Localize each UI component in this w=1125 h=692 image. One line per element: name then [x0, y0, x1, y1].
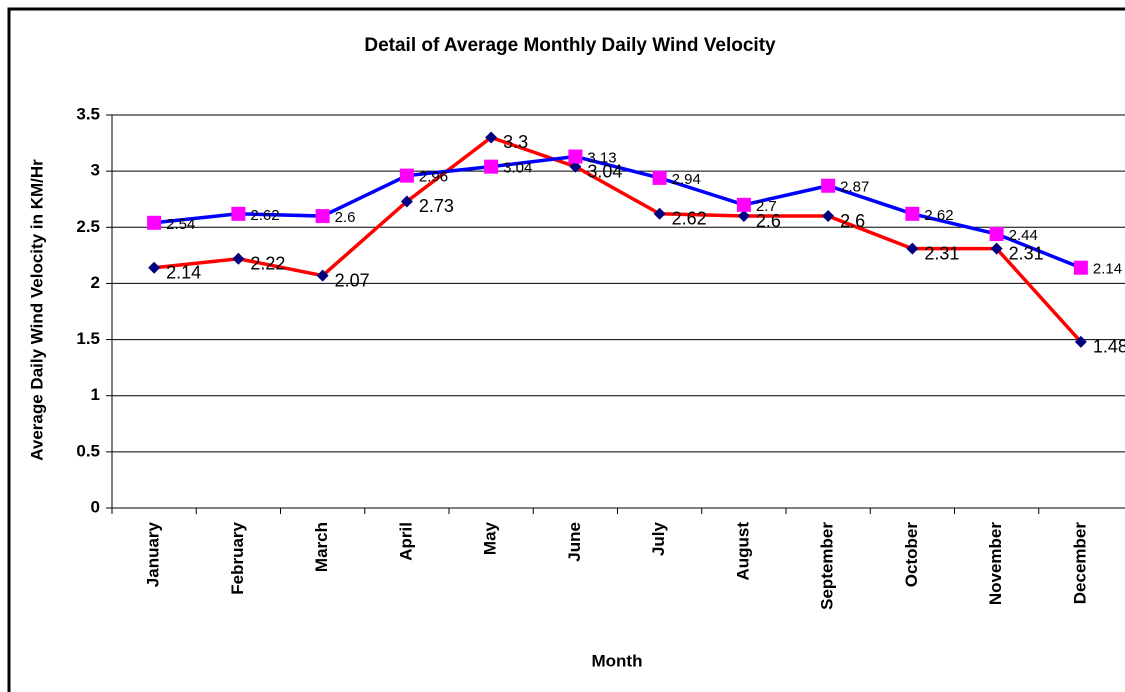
marker: [316, 269, 329, 282]
data-label: 1.48: [1093, 337, 1125, 357]
marker: [906, 242, 919, 255]
marker: [484, 159, 499, 174]
data-label: 2.44: [1009, 227, 1038, 244]
x-axis-label: Month: [592, 651, 643, 670]
marker: [147, 215, 162, 230]
data-label: 2.54: [166, 216, 195, 233]
x-tick-label: October: [902, 522, 921, 588]
marker: [315, 209, 330, 224]
data-label: 2.6: [335, 209, 356, 226]
data-label: 2.87: [840, 179, 869, 196]
x-tick-label: May: [481, 521, 500, 555]
y-tick-label: 3: [91, 161, 100, 180]
marker: [736, 197, 751, 212]
data-label: 2.6: [840, 211, 865, 231]
marker: [737, 210, 750, 223]
data-label: 2.6: [756, 211, 781, 231]
marker: [990, 242, 1003, 255]
data-label: 2.14: [166, 262, 201, 282]
x-tick-label: February: [228, 521, 247, 594]
data-label: 3.3: [503, 132, 528, 152]
marker: [822, 210, 835, 223]
marker: [148, 261, 161, 274]
chart-border: [7, 7, 1125, 692]
marker: [232, 252, 245, 265]
x-tick-label: March: [312, 522, 331, 572]
data-label: 2.14: [1093, 261, 1122, 278]
x-tick-label: November: [986, 522, 1005, 606]
marker: [569, 160, 582, 173]
data-label: 2.62: [250, 207, 279, 224]
data-label: 2.31: [924, 243, 959, 263]
data-label: 2.22: [250, 253, 285, 273]
data-label: 2.31: [1009, 243, 1044, 263]
x-tick-label: January: [144, 521, 163, 587]
y-tick-label: 1.5: [76, 329, 100, 348]
y-tick-label: 1: [91, 385, 100, 404]
chart-title: Detail of Average Monthly Daily Wind Vel…: [364, 35, 776, 56]
marker: [485, 131, 498, 144]
data-label: 3.04: [587, 161, 622, 181]
y-tick-label: 0.5: [76, 441, 100, 460]
marker: [1073, 260, 1088, 275]
x-tick-label: December: [1070, 522, 1089, 605]
marker: [400, 195, 413, 208]
data-label: 2.62: [672, 209, 707, 229]
data-label: 2.96: [419, 169, 448, 186]
y-tick-label: 2.5: [76, 217, 100, 236]
y-axis-label: Average Daily Wind Velocity in KM/Hr: [27, 159, 46, 461]
marker: [652, 170, 667, 185]
marker: [231, 206, 246, 221]
series-line: [153, 135, 1083, 343]
marker: [653, 207, 666, 220]
series-line: [153, 154, 1082, 270]
marker: [905, 206, 920, 221]
data-label: 2.94: [672, 171, 701, 188]
y-tick-label: 2: [91, 273, 100, 292]
data-label: 3.13: [587, 150, 616, 167]
marker: [989, 227, 1004, 242]
data-label: 2.62: [924, 207, 953, 224]
x-tick-label: April: [396, 522, 415, 561]
marker: [1074, 335, 1087, 348]
x-tick-label: August: [733, 522, 752, 581]
data-label: 2.73: [419, 196, 454, 216]
marker: [568, 149, 583, 164]
y-tick-label: 0: [91, 497, 100, 516]
x-tick-label: June: [565, 522, 584, 562]
x-tick-label: July: [649, 521, 668, 556]
y-tick-label: 3.5: [76, 104, 100, 123]
marker: [399, 168, 414, 183]
data-label: 2.7: [756, 198, 777, 215]
marker: [821, 178, 836, 193]
data-label: 2.07: [335, 270, 370, 290]
x-tick-label: September: [818, 522, 837, 610]
data-label: 3.04: [503, 160, 532, 177]
